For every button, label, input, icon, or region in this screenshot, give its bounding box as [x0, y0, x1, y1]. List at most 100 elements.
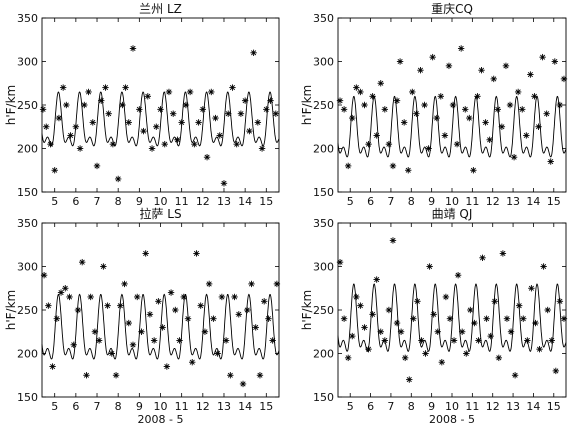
data-point [479, 254, 486, 261]
data-point [426, 263, 433, 270]
data-point [195, 119, 202, 126]
x-tick-label: 9 [428, 195, 435, 208]
x-tick-label: 7 [387, 195, 394, 208]
data-point [421, 101, 428, 109]
x-tick-label: 15 [547, 195, 561, 208]
data-point [178, 119, 185, 126]
data-point [385, 306, 393, 314]
data-point [39, 106, 47, 113]
panel-title: 拉萨 LS [139, 206, 181, 221]
y-tick-label: 350 [313, 217, 334, 230]
x-tick-label: 8 [408, 195, 415, 208]
data-point [425, 145, 432, 152]
data-point [248, 280, 255, 288]
data-point [519, 106, 526, 113]
y-tick-label: 150 [313, 186, 334, 199]
x-tick-label: 15 [259, 400, 273, 413]
y-tick-label: 250 [313, 304, 334, 317]
data-point [523, 132, 530, 139]
x-tick-label: 6 [72, 195, 79, 208]
y-axis-label: h'F/km [4, 290, 18, 331]
data-point [365, 345, 372, 353]
data-point [491, 298, 498, 305]
data-point [74, 306, 82, 314]
x-tick-label: 5 [347, 400, 354, 413]
data-point [121, 280, 128, 288]
data-point [210, 315, 217, 322]
data-point [258, 145, 266, 152]
data-point [203, 154, 211, 161]
data-point [369, 311, 376, 318]
data-point [365, 140, 372, 148]
data-point [237, 110, 245, 117]
data-point [457, 45, 465, 52]
data-point [191, 140, 198, 148]
data-point [122, 84, 129, 91]
data-point [510, 154, 518, 161]
data-point [458, 328, 466, 335]
x-tick-label: 7 [387, 400, 394, 413]
data-point [87, 293, 94, 301]
y-tick-label: 250 [17, 304, 38, 317]
data-point [85, 88, 92, 96]
data-point [155, 298, 162, 305]
data-point [140, 127, 147, 135]
x-tick-label: 12 [196, 400, 210, 413]
data-point [182, 101, 190, 109]
x-tick-label: 8 [115, 195, 122, 208]
data-point [172, 306, 179, 314]
model-curve [41, 293, 280, 360]
data-point [51, 167, 58, 174]
data-point [417, 67, 424, 74]
data-point [174, 136, 181, 143]
data-point [400, 119, 408, 126]
data-point [397, 328, 405, 335]
data-point [336, 97, 344, 104]
data-point [434, 328, 441, 335]
y-tick-label: 150 [17, 186, 38, 199]
x-axis-label: 2008 - 5 [138, 413, 184, 423]
model-curve [41, 91, 280, 147]
data-point [418, 337, 425, 344]
chart-panel-1: 兰州 LZ 150 200 250 300 350 5 6 7 8 9 10 11 12 13 14 15 h'F… [4, 2, 280, 208]
panel-title: 兰州 LZ [139, 2, 182, 16]
x-tick-label: 5 [51, 400, 58, 413]
y-tick-label: 350 [17, 217, 38, 230]
data-point [406, 376, 413, 383]
data-point [72, 123, 80, 130]
data-point [556, 101, 564, 109]
data-point [441, 132, 449, 139]
data-point [353, 84, 360, 91]
x-tick-label: 15 [259, 195, 273, 208]
data-point [233, 140, 240, 148]
x-tick-label: 7 [94, 195, 101, 208]
y-tick-label: 300 [17, 56, 38, 69]
data-point [381, 106, 389, 113]
data-point [225, 110, 232, 117]
data-point [499, 250, 507, 257]
data-point [129, 45, 137, 52]
data-point [531, 93, 538, 100]
data-point [83, 372, 90, 379]
data-point [515, 302, 523, 309]
y-tick-label: 200 [313, 348, 334, 361]
data-point [241, 97, 249, 104]
data-point [129, 341, 137, 348]
data-point [136, 106, 143, 113]
data-point [62, 285, 69, 292]
data-point [361, 101, 368, 109]
x-tick-label: 15 [547, 400, 561, 413]
y-tick-label: 250 [17, 99, 38, 112]
data-point [40, 272, 48, 279]
data-point [117, 302, 124, 309]
data-point [180, 293, 187, 301]
data-point [43, 123, 50, 130]
data-point [507, 328, 515, 335]
data-point [409, 88, 416, 96]
data-point [385, 140, 393, 148]
data-point [544, 306, 551, 314]
data-point [336, 258, 344, 266]
x-tick-label: 9 [428, 400, 435, 413]
data-point [76, 145, 84, 152]
data-point [63, 101, 70, 109]
